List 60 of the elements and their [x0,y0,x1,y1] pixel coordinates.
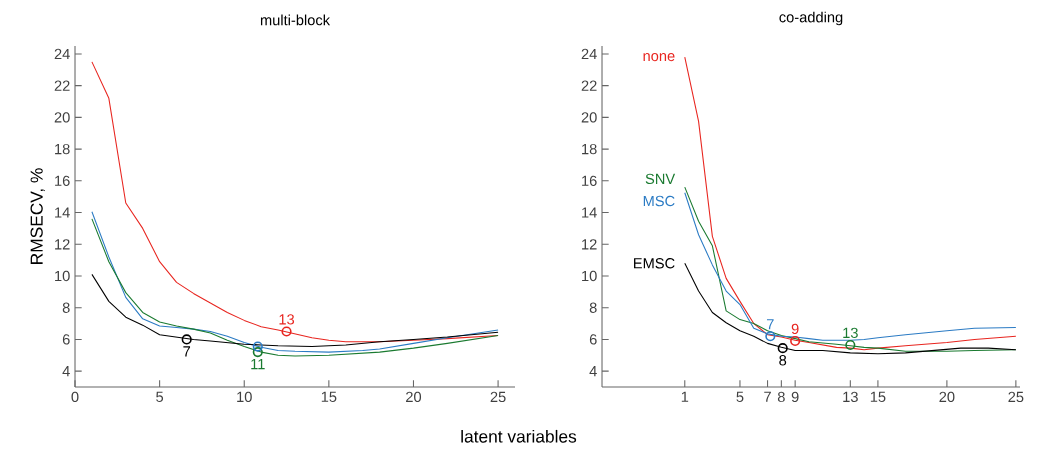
series-label: MSC [643,195,675,207]
y-tick-label: 12 [582,239,597,250]
series-label: SNV [645,173,676,185]
point [252,347,263,358]
annotation: 7 [183,346,191,357]
y-tick-label: 20 [581,112,597,123]
y-tick-label: 4 [62,366,70,377]
y-tick-label: 22 [581,80,597,91]
x-tick-label: 20 [939,391,955,403]
annotation: 13 [279,314,295,325]
x-tick-label: 15 [870,391,886,402]
y-tick-label: 8 [589,302,597,313]
annotation: 9 [791,323,799,335]
chart-title: co-adding [779,11,843,26]
y-tick-label: 10 [582,270,597,282]
x-tick-label: 8 [777,391,785,403]
x-tick-label: 7 [764,391,771,402]
x-tick-label: 5 [736,391,744,402]
y-tick-label: 16 [582,175,597,187]
y-tick-label: 18 [582,143,597,155]
point [252,341,263,352]
y-tick-label: 22 [54,80,70,91]
y-tick-label: 14 [582,207,597,218]
point [777,343,788,354]
y-tick-label: 14 [55,207,70,218]
y-tick-label: 24 [581,48,597,60]
annotation: 7 [766,319,774,330]
annotation: 13 [843,327,858,339]
x-axis-title: latent variables [461,429,577,443]
x-tick-label: 25 [1008,391,1024,403]
series-label: EMSC [634,258,675,269]
x-tick-label: 5 [156,391,164,402]
annotation: 11 [251,359,265,370]
x-tick-label: 20 [406,391,422,403]
x-tick-label: 1 [681,391,689,402]
x-tick-label: 25 [490,391,506,403]
point [181,334,192,345]
y-tick-label: 16 [55,175,70,187]
y-tick-label: 20 [54,112,70,123]
y-tick-label: 8 [62,302,70,313]
y-tick-label: 4 [589,366,597,377]
point [765,331,776,342]
point [845,339,856,351]
y-tick-label: 18 [55,143,70,155]
x-tick-label: 10 [237,391,252,403]
y-tick-label: 24 [54,48,70,60]
y-axis-title: RMSECV, % [30,168,45,264]
x-tick-label: 13 [843,391,858,403]
y-tick-label: 12 [55,239,70,250]
point [281,326,292,337]
y-tick-label: 6 [589,334,597,345]
x-tick-label: 9 [791,391,799,403]
annotation: 8 [779,355,787,366]
point [790,335,801,347]
x-tick-label: 0 [71,391,79,403]
x-tick-label: 15 [321,391,337,402]
chart-title: multi-block [260,14,331,26]
series-label: none [643,53,675,62]
y-tick-label: 10 [55,270,70,282]
y-tick-label: 6 [62,334,70,345]
